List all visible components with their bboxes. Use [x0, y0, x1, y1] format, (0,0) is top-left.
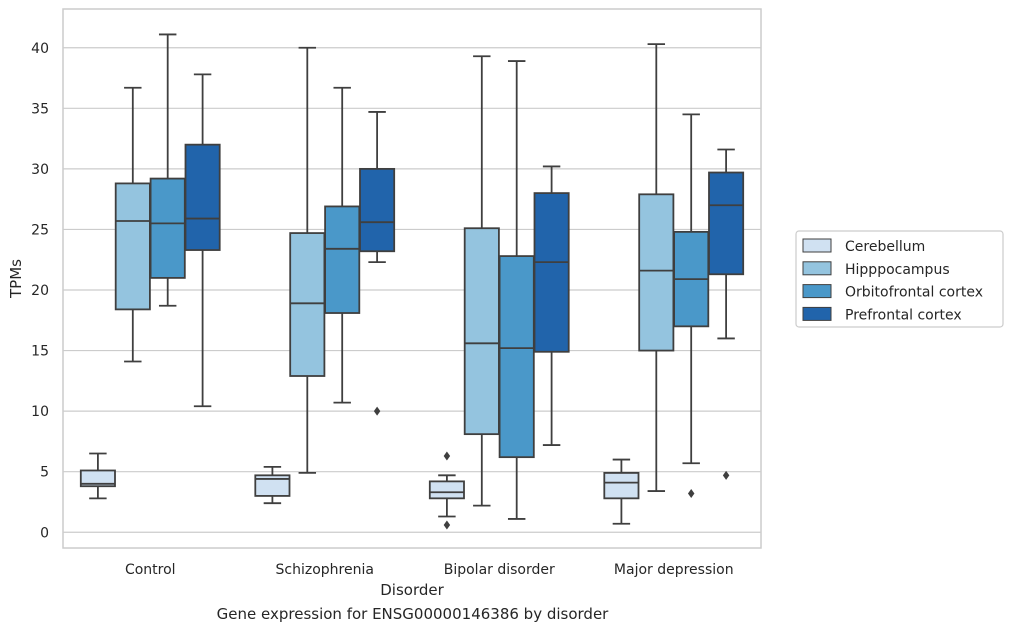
box-hipppocampus — [114, 86, 151, 363]
y-tick-label: 5 — [40, 465, 49, 481]
legend-swatch — [802, 306, 832, 321]
box-iqr — [498, 255, 535, 459]
y-tick-label: 35 — [31, 101, 49, 117]
outlier-point — [687, 488, 695, 498]
box-iqr — [428, 480, 465, 500]
y-tick-label: 10 — [31, 404, 49, 420]
legend-label: Orbitofrontal cortex — [845, 285, 983, 301]
y-tick-label: 20 — [31, 283, 49, 299]
plot-area-frame — [62, 8, 762, 549]
outlier-point — [373, 406, 381, 416]
y-axis-ticks: 0 5 10 15 20 25 30 35 40 — [31, 41, 49, 541]
box-cerebellum — [254, 465, 291, 505]
box-prefrontal-cortex — [708, 148, 745, 480]
box-cerebellum — [603, 458, 640, 525]
box-iqr — [289, 232, 326, 377]
outlier-point — [443, 451, 451, 461]
legend-swatch — [802, 261, 832, 276]
box-cerebellum — [428, 451, 465, 530]
y-tick-label: 40 — [31, 41, 49, 57]
box-iqr — [638, 193, 675, 352]
box-prefrontal-cortex — [533, 165, 570, 446]
box-orbitofrontal-cortex — [673, 113, 710, 498]
outlier-point — [722, 470, 730, 480]
y-tick-label: 0 — [40, 525, 49, 541]
box-prefrontal-cortex — [359, 111, 396, 416]
y-tick-label: 25 — [31, 222, 49, 238]
box-hipppocampus — [289, 46, 326, 474]
box-iqr — [114, 182, 151, 311]
box-orbitofrontal-cortex — [498, 60, 535, 520]
box-iqr — [533, 192, 570, 353]
box-prefrontal-cortex — [184, 73, 221, 408]
box-iqr — [79, 469, 116, 488]
legend-swatch — [802, 238, 832, 253]
legend-label: Prefrontal cortex — [845, 307, 962, 323]
y-tick-label: 30 — [31, 162, 49, 178]
x-axis-ticks: Control Schizophrenia Bipolar disorder Majo… — [125, 562, 734, 578]
chart-caption: Gene expression for ENSG00000146386 by d… — [216, 605, 609, 623]
legend-label: Hipppocampus — [845, 262, 950, 278]
outlier-point — [443, 520, 451, 530]
box-iqr — [708, 171, 745, 276]
box-hipppocampus — [463, 55, 500, 507]
box-orbitofrontal-cortex — [324, 86, 361, 404]
boxes — [79, 33, 745, 530]
y-axis-title: TPMs — [7, 259, 25, 299]
box-orbitofrontal-cortex — [149, 33, 186, 307]
x-axis-title: Disorder — [380, 581, 444, 599]
box-iqr — [359, 167, 396, 253]
box-iqr — [184, 143, 221, 251]
y-tick-label: 15 — [31, 344, 49, 360]
box-iqr — [603, 472, 640, 500]
legend-label: Cerebellum — [845, 239, 925, 255]
x-tick-label: Major depression — [614, 562, 734, 578]
box-iqr — [254, 474, 291, 497]
box-cerebellum — [79, 452, 116, 500]
box-hipppocampus — [638, 43, 675, 492]
x-tick-label: Schizophrenia — [276, 562, 374, 578]
x-tick-label: Control — [125, 562, 176, 578]
box-iqr — [463, 227, 500, 436]
legend-frame — [795, 230, 1004, 328]
legend: Cerebellum Hipppocampus Orbitofrontal cort… — [795, 230, 1004, 328]
x-tick-label: Bipolar disorder — [444, 562, 555, 578]
box-iqr — [149, 177, 186, 279]
box-iqr — [324, 205, 361, 314]
legend-swatch — [802, 284, 832, 299]
